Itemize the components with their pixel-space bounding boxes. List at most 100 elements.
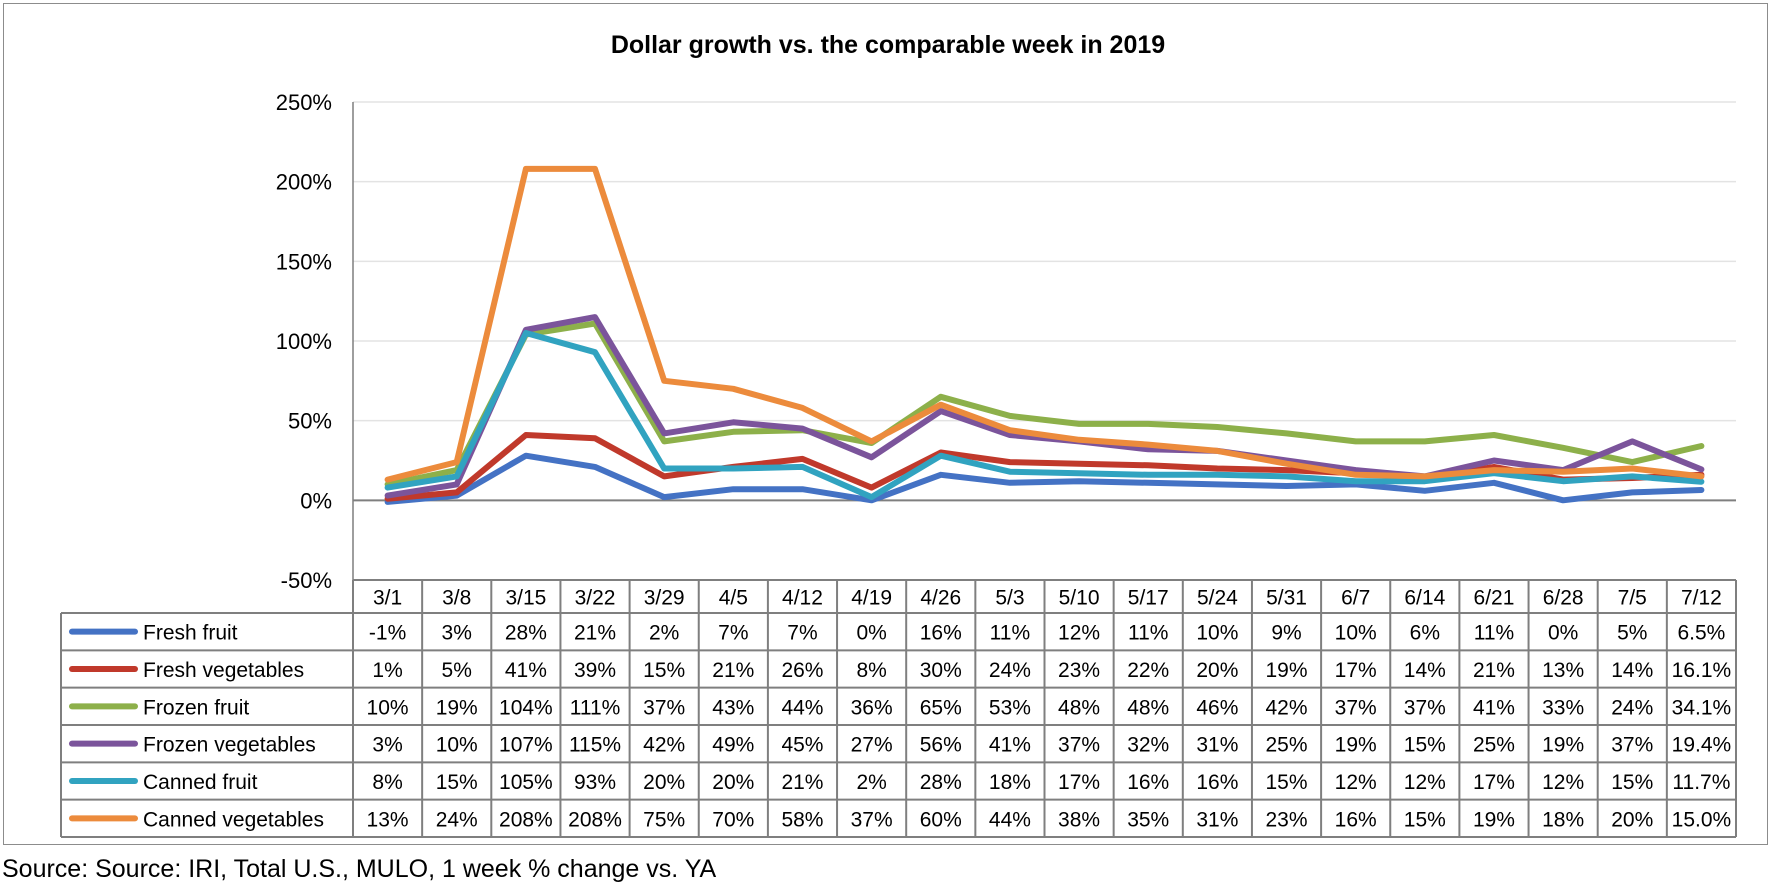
axes [352, 102, 1736, 580]
data-cell: 11.7% [1672, 771, 1730, 794]
data-cell: 8% [372, 771, 402, 794]
data-cell: 43% [712, 696, 754, 719]
data-cell: 10% [1196, 622, 1238, 645]
x-tick-label: 4/12 [782, 587, 823, 610]
data-cell: 208% [568, 808, 622, 831]
x-tick-label: 4/26 [920, 587, 961, 610]
data-cell: 2% [649, 622, 679, 645]
legend-label: Frozen fruit [143, 696, 249, 719]
data-cell: 21% [574, 622, 616, 645]
data-cell: 8% [856, 659, 886, 682]
data-cell: 16% [1196, 771, 1238, 794]
data-cell: 10% [367, 696, 409, 719]
data-cell: 31% [1196, 734, 1238, 757]
y-axis-ticks: -50% 0% 50% 100% 150% 200% 250% [276, 90, 332, 593]
series-line-fresh-fruit [384, 452, 1705, 505]
data-cell: 15% [643, 659, 685, 682]
data-cell: 107% [499, 734, 553, 757]
data-cell: 15.0% [1672, 808, 1732, 831]
x-tick-label: 3/15 [505, 587, 546, 610]
data-cell: 23% [1058, 659, 1100, 682]
data-cell: 44% [989, 808, 1031, 831]
data-cell: 20% [1196, 659, 1238, 682]
series-line-canned-vegetables [384, 165, 1705, 483]
data-cell: 5% [442, 659, 472, 682]
data-cell: 44% [781, 696, 823, 719]
data-cell: 13% [367, 808, 409, 831]
data-cell: 10% [436, 734, 478, 757]
data-cell: 37% [1611, 734, 1653, 757]
data-cell: 19% [1542, 734, 1584, 757]
data-cell: 24% [436, 808, 478, 831]
data-cell: 15% [436, 771, 478, 794]
data-cell: 13% [1542, 659, 1584, 682]
data-cell: 56% [920, 734, 962, 757]
data-cell: 23% [1266, 808, 1308, 831]
data-cell: 208% [499, 808, 553, 831]
data-cell: 30% [920, 659, 962, 682]
data-cell: 15% [1404, 808, 1446, 831]
x-tick-label: 3/8 [442, 587, 471, 610]
data-cell: 6.5% [1677, 622, 1725, 645]
legend-label: Fresh fruit [143, 622, 238, 645]
data-cell: 41% [989, 734, 1031, 757]
data-cell: 9% [1271, 622, 1301, 645]
data-cell: 48% [1058, 696, 1100, 719]
data-cell: 16.1% [1672, 659, 1732, 682]
data-cell: 17% [1335, 659, 1377, 682]
x-tick-label: 5/24 [1197, 587, 1238, 610]
data-cell: 19% [436, 696, 478, 719]
data-cell: 12% [1058, 622, 1100, 645]
x-tick-label: 3/1 [373, 587, 402, 610]
x-tick-label: 3/29 [644, 587, 685, 610]
data-cell: 1% [372, 659, 402, 682]
source-note: Source: Source: IRI, Total U.S., MULO, 1… [2, 855, 717, 883]
data-cell: 25% [1473, 734, 1515, 757]
chart-frame [3, 3, 1768, 845]
data-cell: 34.1% [1672, 696, 1732, 719]
data-cell: 6% [1410, 622, 1440, 645]
data-cell: 75% [643, 808, 685, 831]
data-cell: 39% [574, 659, 616, 682]
data-cell: 60% [920, 808, 962, 831]
data-cell: 12% [1404, 771, 1446, 794]
data-cell: 42% [643, 734, 685, 757]
y-tick-label: 100% [276, 329, 332, 354]
data-cell: 36% [851, 696, 893, 719]
data-cell: 104% [499, 696, 553, 719]
legend-label: Fresh vegetables [143, 659, 304, 682]
x-tick-label: 6/28 [1543, 587, 1584, 610]
data-cell: 48% [1127, 696, 1169, 719]
data-cell: 37% [1404, 696, 1446, 719]
data-cell: 27% [851, 734, 893, 757]
data-cell: 21% [712, 659, 754, 682]
data-cell: -1% [369, 622, 406, 645]
data-cell: 70% [712, 808, 754, 831]
data-cell: 65% [920, 696, 962, 719]
data-cell: 49% [712, 734, 754, 757]
data-cell: 16% [1127, 771, 1169, 794]
data-cell: 3% [442, 622, 472, 645]
data-cell: 37% [851, 808, 893, 831]
data-cell: 18% [989, 771, 1031, 794]
data-cell: 12% [1542, 771, 1584, 794]
y-tick-label: 150% [276, 249, 332, 274]
data-cell: 18% [1542, 808, 1584, 831]
data-cell: 20% [1611, 808, 1653, 831]
data-cell: 26% [781, 659, 823, 682]
x-tick-label: 6/14 [1404, 587, 1445, 610]
legend-label: Frozen vegetables [143, 734, 316, 757]
data-cell: 24% [1611, 696, 1653, 719]
data-cell: 53% [989, 696, 1031, 719]
data-cell: 41% [1473, 696, 1515, 719]
data-cell: 17% [1473, 771, 1515, 794]
y-tick-label: 50% [288, 409, 332, 434]
data-cell: 14% [1611, 659, 1653, 682]
data-cell: 25% [1266, 734, 1308, 757]
data-cell: 45% [781, 734, 823, 757]
y-tick-label: 0% [300, 488, 332, 513]
x-tick-label: 5/31 [1266, 587, 1307, 610]
data-cell: 37% [1335, 696, 1377, 719]
y-tick-label: 250% [276, 90, 332, 115]
data-cell: 38% [1058, 808, 1100, 831]
